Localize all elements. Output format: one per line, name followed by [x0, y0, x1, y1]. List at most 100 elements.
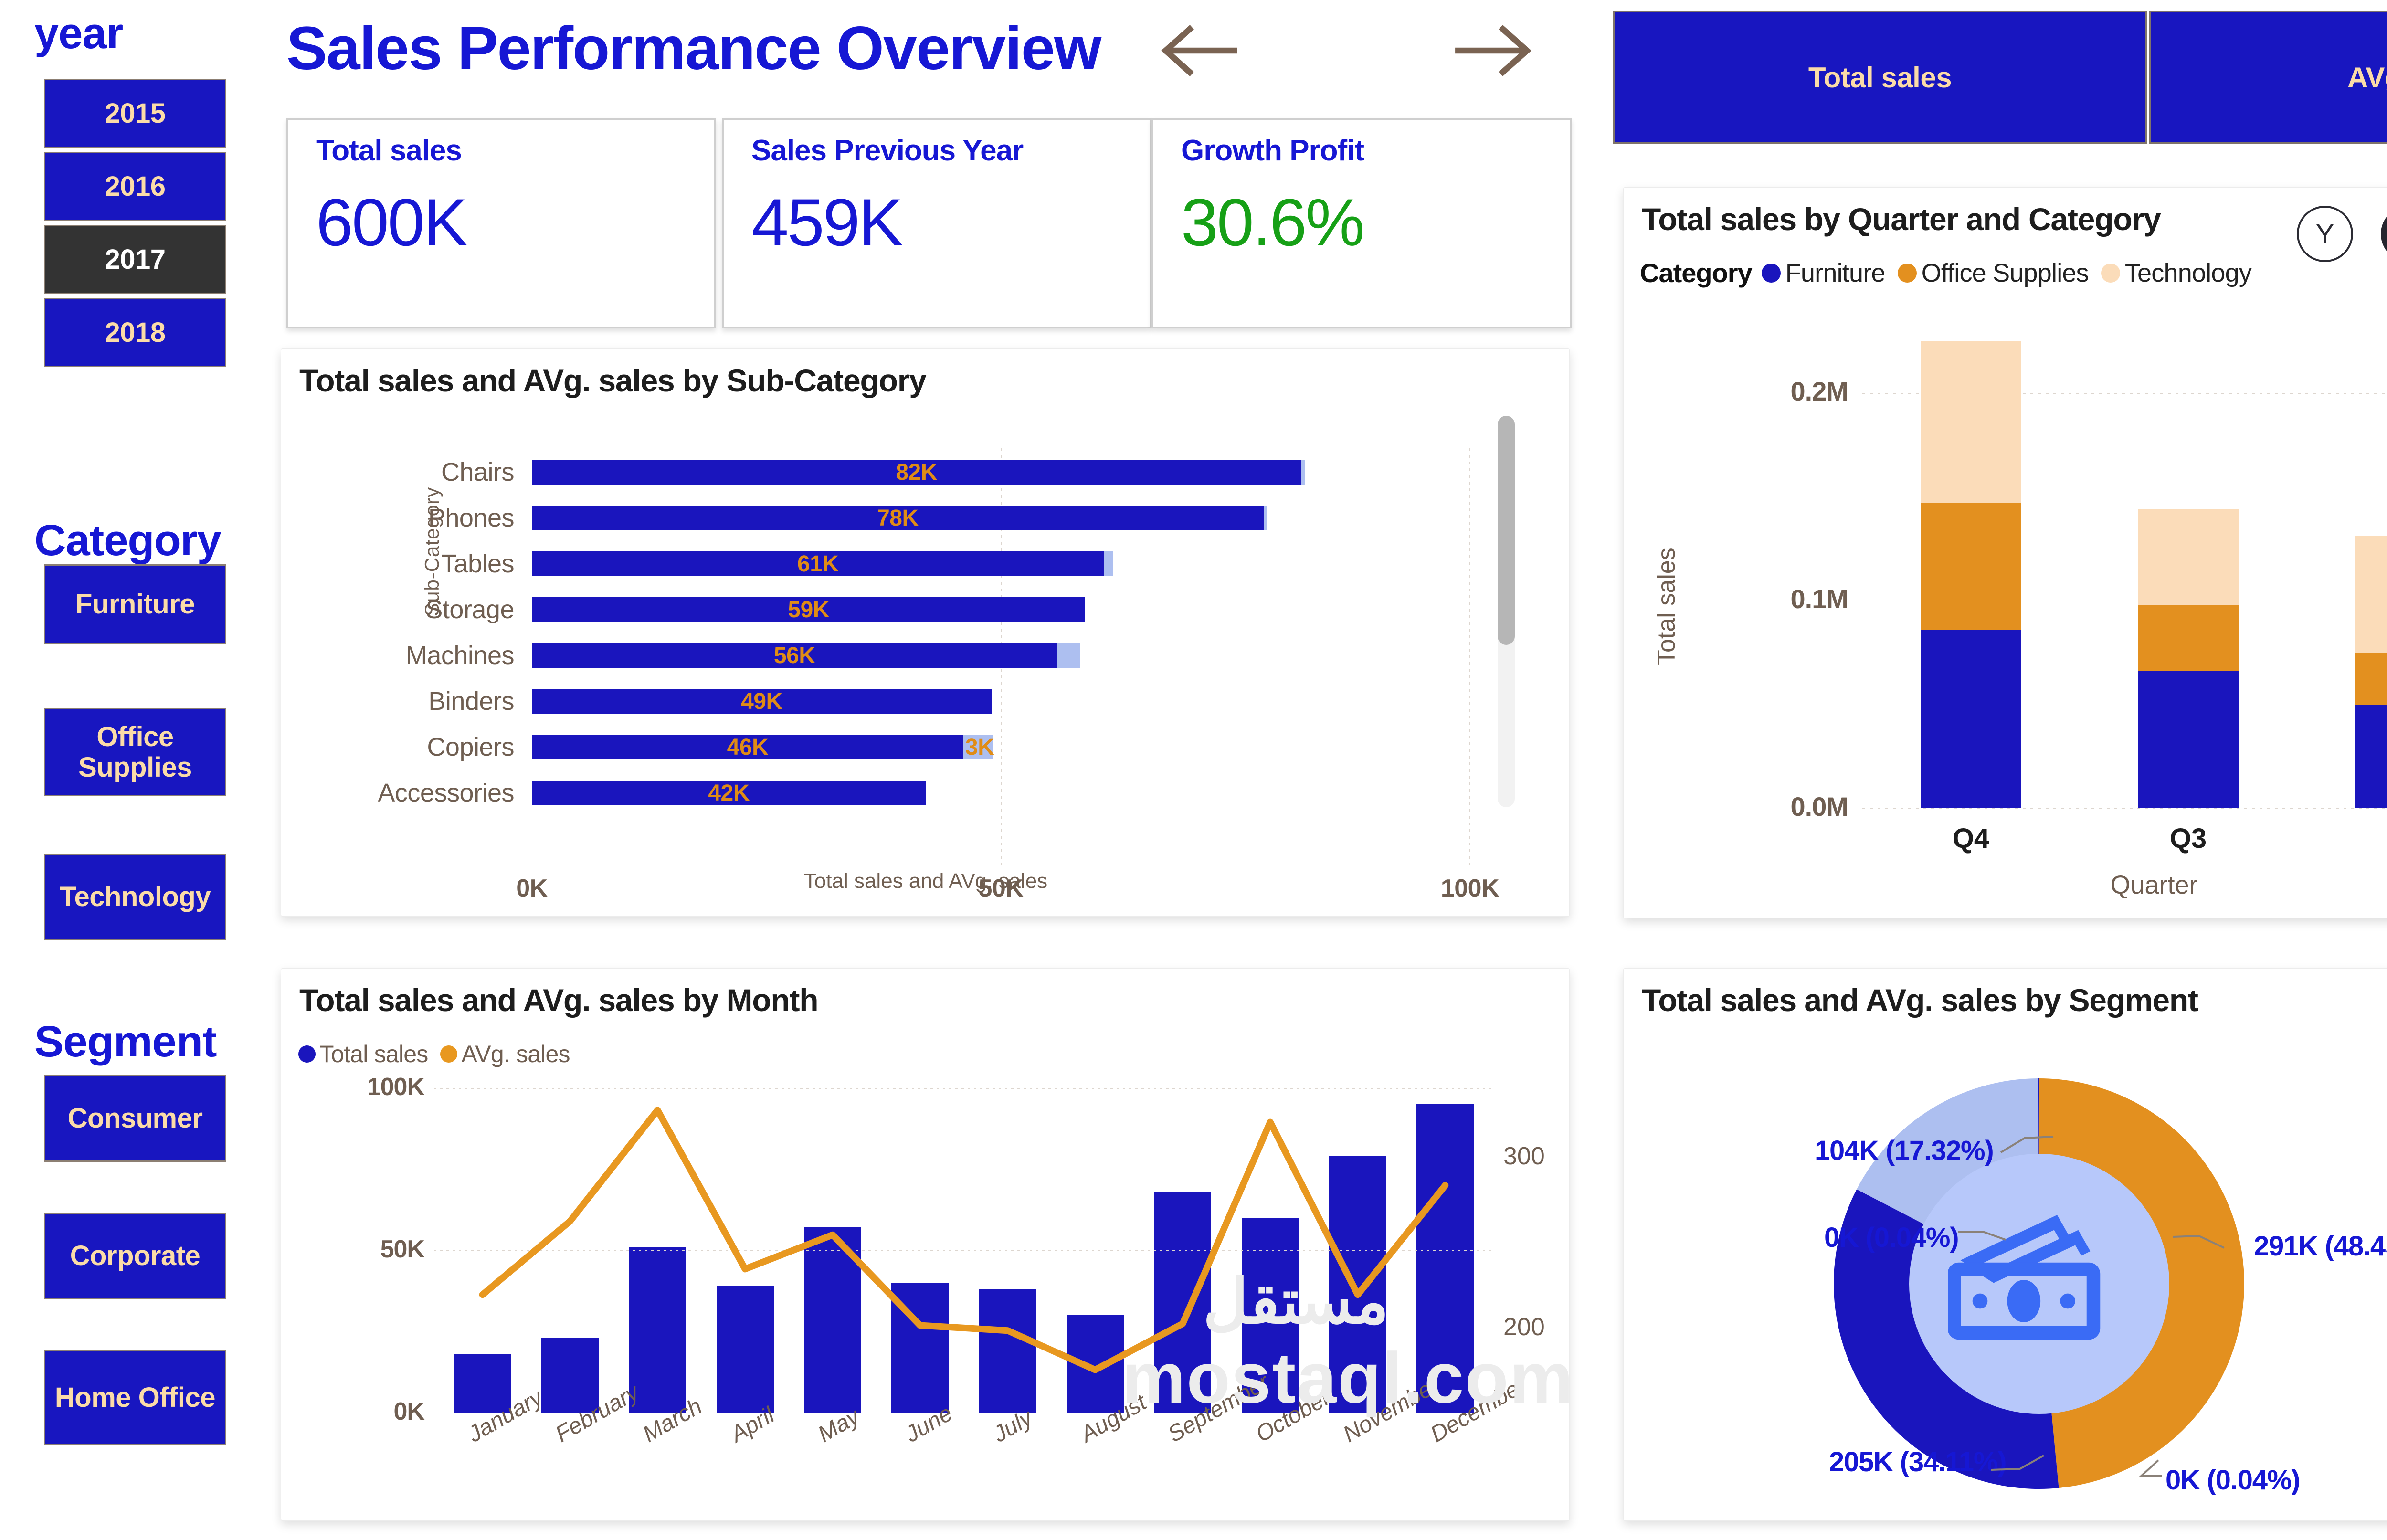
bar-value-label: 42K — [708, 780, 750, 806]
bar-track: 61K — [532, 551, 1470, 577]
bar-track: 56K — [532, 643, 1470, 668]
subcategory-scrollbar[interactable] — [1498, 416, 1515, 807]
donut-svg — [1834, 1078, 2244, 1489]
legend-label: Total sales — [319, 1041, 428, 1067]
chart-title-segment: Total sales and AVg. sales by Segment — [1642, 982, 2198, 1018]
legend-swatch-avg-sales — [440, 1045, 458, 1063]
tab-avg-sales[interactable]: AVg. sales — [2149, 11, 2387, 144]
bar-category-label: Storage — [425, 595, 514, 624]
money-banknote-icon — [1947, 1197, 2130, 1350]
bar-row[interactable]: Accessories 42K — [281, 770, 1570, 816]
bar-category-label: Accessories — [378, 779, 514, 807]
slicer-title-year: year — [34, 9, 123, 58]
legend-item-technology[interactable]: Technology — [2101, 258, 2252, 288]
legend-swatch-furniture — [1761, 263, 1781, 283]
stack-segment-office-supplies — [2355, 652, 2387, 705]
kpi-label: Sales Previous Year — [751, 134, 1024, 167]
bar-track: 59K — [532, 597, 1470, 622]
slicer-option-2017[interactable]: 2017 — [44, 225, 226, 294]
arrow-left-icon[interactable] — [1155, 17, 1241, 84]
legend-item-avg-sales[interactable]: AVg. sales — [440, 1040, 570, 1068]
kpi-value: 459K — [751, 185, 903, 260]
axis-tick-y: 100K — [367, 1073, 425, 1101]
slicer-sidebar: year Category Segment 2015 2016 2017 201… — [0, 0, 267, 1540]
bar-row[interactable]: Phones 78K — [281, 495, 1570, 541]
stacked-column[interactable] — [2138, 331, 2239, 808]
bar-row[interactable]: Storage 59K — [281, 587, 1570, 633]
bar-row[interactable]: Tables 61K — [281, 541, 1570, 587]
bar-category-label: Machines — [405, 641, 515, 670]
slicer-option-home-office[interactable]: Home Office — [44, 1350, 226, 1445]
legend-label: Furniture — [1785, 258, 1886, 287]
axis-tick-x: 100K — [1440, 875, 1500, 902]
axis-label-y-quarter: Total sales — [1653, 548, 1680, 665]
stack-segment-furniture — [2138, 671, 2239, 808]
legend-title: Category — [1640, 258, 1753, 288]
month-bar[interactable] — [716, 1286, 774, 1413]
tab-total-sales[interactable]: Total sales — [1613, 11, 2147, 144]
bar-total-sales — [532, 643, 1057, 668]
month-bar[interactable] — [1154, 1192, 1212, 1413]
stack-segment-technology — [1921, 341, 2021, 503]
axis-label-x-subcategory: Total sales and AVg. sales — [803, 869, 1048, 893]
gridline — [434, 1250, 1494, 1251]
stack-segment-technology — [2138, 509, 2239, 605]
donut-callout-label: 0K (0.04%) — [1824, 1222, 1959, 1253]
stack-segment-technology — [2355, 536, 2387, 653]
slicer-title-category: Category — [34, 516, 222, 565]
slicer-option-corporate[interactable]: Corporate — [44, 1213, 226, 1299]
bar-row[interactable]: Machines 56K — [281, 633, 1570, 678]
slicer-option-2015[interactable]: 2015 — [44, 79, 226, 148]
bar-category-label: Tables — [441, 549, 515, 578]
bar-avg-value-label: 3K — [965, 734, 994, 760]
donut-slice-consumer[interactable] — [2039, 1078, 2244, 1488]
slicer-option-consumer[interactable]: Consumer — [44, 1075, 226, 1162]
month-bar[interactable] — [979, 1289, 1036, 1413]
kpi-label: Growth Profit — [1181, 134, 1364, 167]
slicer-option-office-supplies[interactable]: Office Supplies — [44, 708, 226, 796]
slicer-option-furniture[interactable]: Furniture — [44, 564, 226, 644]
bar-row[interactable]: Copiers 46K 3K — [281, 724, 1570, 770]
granularity-toggle-year[interactable]: Y — [2297, 206, 2353, 262]
donut-slice-home-office[interactable] — [1857, 1078, 2038, 1225]
bar-value-label: 56K — [773, 643, 815, 668]
slicer-option-2016[interactable]: 2016 — [44, 152, 226, 221]
month-bar[interactable] — [454, 1354, 511, 1413]
donut-slice-corporate[interactable] — [1834, 1189, 2059, 1489]
axis-tick-y: 0.0M — [1790, 791, 1849, 822]
slicer-option-2018[interactable]: 2018 — [44, 298, 226, 367]
kpi-card-growth-profit: Growth Profit 30.6% — [1151, 118, 1572, 328]
arrow-right-icon[interactable] — [1451, 17, 1537, 84]
subcategory-scrollbar-thumb[interactable] — [1498, 416, 1515, 645]
bar-row[interactable]: Chairs 82K — [281, 449, 1570, 495]
slicer-option-technology[interactable]: Technology — [44, 854, 226, 940]
stack-segment-office-supplies — [2138, 604, 2239, 672]
donut-callout-label: 291K (48.45%) — [2254, 1231, 2387, 1262]
granularity-toggle-quarter[interactable]: Q — [2381, 206, 2387, 262]
month-bar[interactable] — [629, 1247, 687, 1413]
gridline — [1862, 808, 2387, 809]
month-bar[interactable] — [541, 1338, 599, 1413]
month-bar[interactable] — [1329, 1156, 1386, 1413]
legend-item-total-sales[interactable]: Total sales — [298, 1040, 428, 1068]
bar-total-sales — [532, 460, 1301, 485]
bar-value-label: 78K — [877, 505, 919, 531]
axis-tick-y-secondary: 300 — [1503, 1142, 1545, 1171]
bar-row[interactable]: Binders 49K — [281, 678, 1570, 724]
stacked-column[interactable] — [1921, 331, 2021, 808]
axis-tick-x: Q3 — [2169, 823, 2207, 854]
chart-title-month: Total sales and AVg. sales by Month — [299, 982, 819, 1018]
legend-item-office-supplies[interactable]: Office Supplies — [1897, 258, 2089, 288]
bar-track: 82K — [532, 460, 1470, 485]
chart-panel-segment: Total sales and AVg. sales by Segment Se… — [1623, 968, 2387, 1521]
bar-category-label: Chairs — [441, 458, 515, 486]
legend-item-furniture[interactable]: Furniture — [1761, 258, 1886, 288]
chart-panel-subcategory: Total sales and AVg. sales by Sub-Catego… — [281, 348, 1570, 917]
quarter-plot-area: 0.0M0.1M0.2MQ4Q3Q2Q1 — [1719, 331, 2387, 854]
month-bar[interactable] — [1416, 1104, 1474, 1413]
gridline — [1862, 393, 2387, 394]
kpi-label: Total sales — [316, 134, 462, 167]
stacked-column[interactable] — [2355, 331, 2387, 808]
bar-track: 42K — [532, 780, 1470, 806]
